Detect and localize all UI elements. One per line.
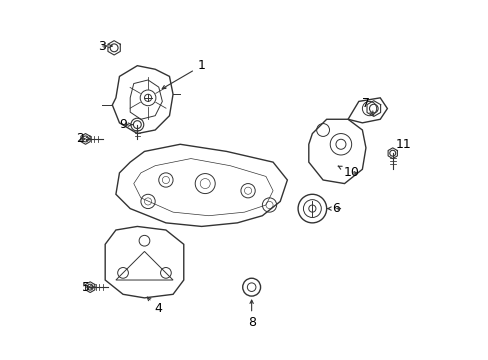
- Text: 11: 11: [395, 138, 410, 151]
- Text: 9: 9: [119, 118, 132, 131]
- Text: 2: 2: [76, 132, 90, 145]
- Text: 1: 1: [162, 59, 205, 89]
- Text: 10: 10: [338, 166, 359, 179]
- Text: 6: 6: [327, 202, 339, 215]
- Text: 7: 7: [361, 97, 373, 115]
- Text: 8: 8: [247, 300, 255, 329]
- Text: 4: 4: [147, 297, 163, 315]
- Text: 5: 5: [81, 281, 95, 294]
- Text: 3: 3: [98, 40, 112, 53]
